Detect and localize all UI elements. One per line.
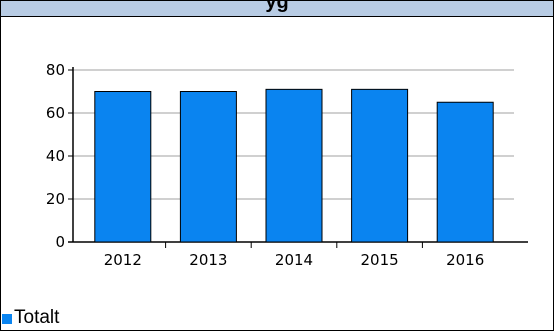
y-tick-label: 20 — [46, 190, 65, 208]
bar-2016 — [436, 101, 494, 243]
bar-2012 — [94, 91, 152, 243]
bar-2013 — [179, 91, 237, 243]
legend-label-totalt: Totalt — [14, 307, 60, 328]
x-tick-label: 2013 — [189, 251, 227, 269]
bar-2015 — [351, 88, 409, 243]
y-tick-label: 0 — [55, 233, 65, 251]
x-tick-label: 2012 — [104, 251, 142, 269]
chart-header: yg — [1, 1, 553, 17]
x-tick-label: 2016 — [446, 251, 484, 269]
chart-header-title: yg — [265, 1, 289, 13]
y-tick-label: 40 — [46, 147, 65, 165]
y-tick-label: 80 — [46, 61, 65, 79]
bar-chart: 0 20 40 60 80 2012 2013 2014 2015 2016 — [46, 61, 528, 269]
legend-swatch — [2, 314, 12, 324]
y-tick-label: 60 — [46, 104, 65, 122]
legend: Totalt — [2, 307, 59, 329]
bar-2014 — [265, 88, 323, 243]
x-tick-label: 2015 — [361, 251, 399, 269]
x-tick-label: 2014 — [275, 251, 313, 269]
